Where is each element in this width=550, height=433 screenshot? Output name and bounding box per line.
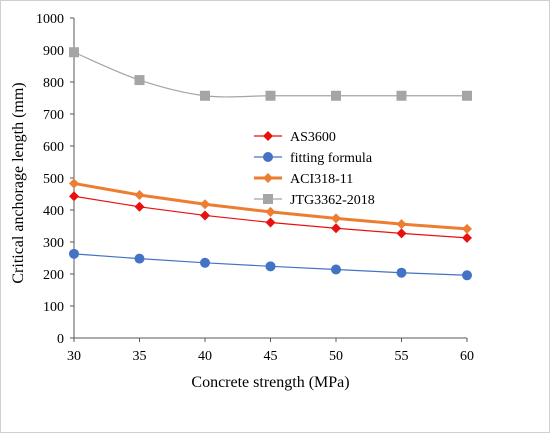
data-point <box>69 47 79 58</box>
y-axis-title: Critical anchorage length (mm) <box>10 82 27 283</box>
data-point <box>331 90 341 101</box>
data-point <box>200 199 210 210</box>
y-tick-label: 800 <box>43 76 64 91</box>
x-axis-title: Concrete strength (MPa) <box>191 374 349 391</box>
data-point <box>265 217 276 228</box>
data-point <box>134 75 145 86</box>
data-point <box>462 232 472 243</box>
y-tick-label: 400 <box>43 204 64 219</box>
legend-label: fitting formula <box>290 151 373 166</box>
y-tick-label: 900 <box>43 44 64 59</box>
legend-item: ACI318-11 <box>254 172 353 187</box>
legend-item: fitting formula <box>254 151 373 166</box>
data-point <box>331 213 341 224</box>
data-point <box>265 206 276 217</box>
y-tick-label: 200 <box>43 268 64 283</box>
legend-item: JTG3362-2018 <box>254 193 375 208</box>
data-point <box>69 178 79 189</box>
legend-item: AS3600 <box>254 130 336 145</box>
series-3 <box>69 47 472 101</box>
plot-area <box>69 47 472 281</box>
data-point <box>134 253 145 264</box>
legend-label: ACI318-11 <box>290 172 353 187</box>
x-tick-label: 45 <box>264 349 278 364</box>
data-point <box>462 270 472 281</box>
x-tick-label: 40 <box>198 349 212 364</box>
data-point <box>200 257 210 268</box>
data-point <box>265 90 276 101</box>
legend-label: JTG3362-2018 <box>290 193 375 208</box>
data-point <box>200 90 210 101</box>
data-point <box>396 90 407 101</box>
series-2 <box>69 178 472 234</box>
data-point <box>134 189 145 200</box>
x-tick-labels: 30 35 40 45 50 55 60 <box>67 349 474 364</box>
data-point <box>69 191 79 202</box>
x-tick-label: 50 <box>329 349 343 364</box>
legend-marker <box>263 173 273 183</box>
y-tick-label: 0 <box>57 332 64 347</box>
legend-marker <box>263 152 273 162</box>
legend-marker <box>263 131 273 141</box>
series-1 <box>69 248 472 281</box>
y-tick-label: 1000 <box>36 12 64 27</box>
data-point <box>396 267 407 278</box>
y-tick-label: 700 <box>43 108 64 123</box>
x-tick-label: 35 <box>133 349 147 364</box>
x-tick-label: 30 <box>67 349 81 364</box>
data-point <box>200 210 210 221</box>
series-0 <box>69 191 472 243</box>
y-tick-label: 100 <box>43 300 64 315</box>
data-point <box>69 248 79 259</box>
data-point <box>265 261 276 272</box>
y-tick-labels: 0 100 200 300 400 500 600 700 800 900 1000 <box>36 12 64 347</box>
legend: AS3600 fitting formula ACI318-11 JTG3362-20… <box>254 130 375 208</box>
data-point <box>462 90 472 101</box>
x-tick-label: 60 <box>460 349 474 364</box>
y-tick-label: 600 <box>43 140 64 155</box>
x-tick-label: 55 <box>395 349 409 364</box>
data-point <box>396 228 407 239</box>
data-point <box>134 201 145 212</box>
series-line <box>73 51 467 98</box>
legend-label: AS3600 <box>290 130 336 145</box>
data-point <box>396 219 407 230</box>
legend-marker <box>263 194 273 204</box>
data-point <box>331 264 341 275</box>
y-tick-label: 500 <box>43 172 64 187</box>
data-point <box>462 223 472 234</box>
data-point <box>331 223 341 234</box>
y-tick-label: 300 <box>43 236 64 251</box>
